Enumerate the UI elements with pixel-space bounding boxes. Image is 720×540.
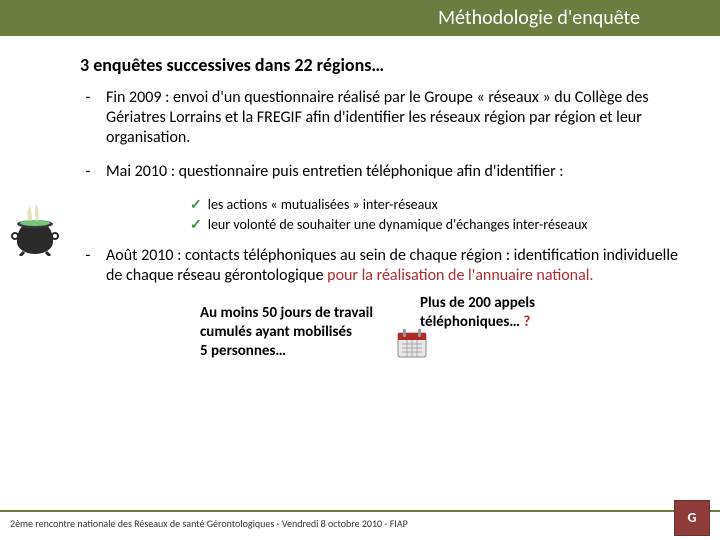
- calls-text: Plus de 200 appels téléphoniques…: [420, 294, 535, 331]
- cauldron-icon: [10, 200, 60, 261]
- bullet-3-text: Août 2010 : contacts téléphoniques au se…: [106, 246, 680, 286]
- calendar-icon: [394, 325, 430, 367]
- effort-text: Au moins 50 jours de travail cumulés aya…: [200, 304, 373, 360]
- bullet-2-text: Mai 2010 : questionnaire puis entretien …: [106, 162, 564, 182]
- title-bar: Méthodologie d'enquête: [0, 0, 720, 36]
- subtitle: 3 enquêtes successives dans 22 régions…: [80, 54, 720, 76]
- sub-item-text: leur volonté de souhaiter une dynamique …: [208, 216, 588, 234]
- dash-icon: -: [70, 162, 106, 182]
- check-icon: ✓: [190, 196, 202, 214]
- calls-question: ?: [523, 313, 530, 331]
- calls-box: Plus de 200 appels téléphoniques… ?: [420, 294, 620, 360]
- slide-title: Méthodologie d'enquête: [438, 6, 640, 30]
- dash-icon: -: [70, 246, 106, 286]
- content-area: - Fin 2009 : envoi d'un questionnaire ré…: [0, 88, 720, 361]
- check-icon: ✓: [190, 216, 202, 234]
- footer-text: 2ème rencontre nationale des Réseaux de …: [10, 517, 408, 530]
- sub-item-text: les actions « mutualisées » inter-réseau…: [208, 196, 438, 214]
- bullet-1-text: Fin 2009 : envoi d'un questionnaire réal…: [106, 88, 680, 148]
- footer-divider: [0, 510, 720, 512]
- sub-item: ✓ les actions « mutualisées » inter-rése…: [190, 196, 680, 214]
- effort-box: Au moins 50 jours de travail cumulés aya…: [200, 304, 400, 360]
- footer-logo: G: [674, 500, 710, 536]
- bullet-1: - Fin 2009 : envoi d'un questionnaire ré…: [70, 88, 680, 148]
- bottom-boxes: Au moins 50 jours de travail cumulés aya…: [200, 304, 680, 360]
- sub-item: ✓ leur volonté de souhaiter une dynamiqu…: [190, 216, 680, 234]
- bullet-3-emphasis: pour la réalisation de l'annuaire nation…: [327, 266, 593, 285]
- bullet-2: - Mai 2010 : questionnaire puis entretie…: [70, 162, 680, 182]
- bullet-3: - Août 2010 : contacts téléphoniques au …: [70, 246, 680, 286]
- dash-icon: -: [70, 88, 106, 148]
- bullet-2-sublist: ✓ les actions « mutualisées » inter-rése…: [190, 196, 680, 234]
